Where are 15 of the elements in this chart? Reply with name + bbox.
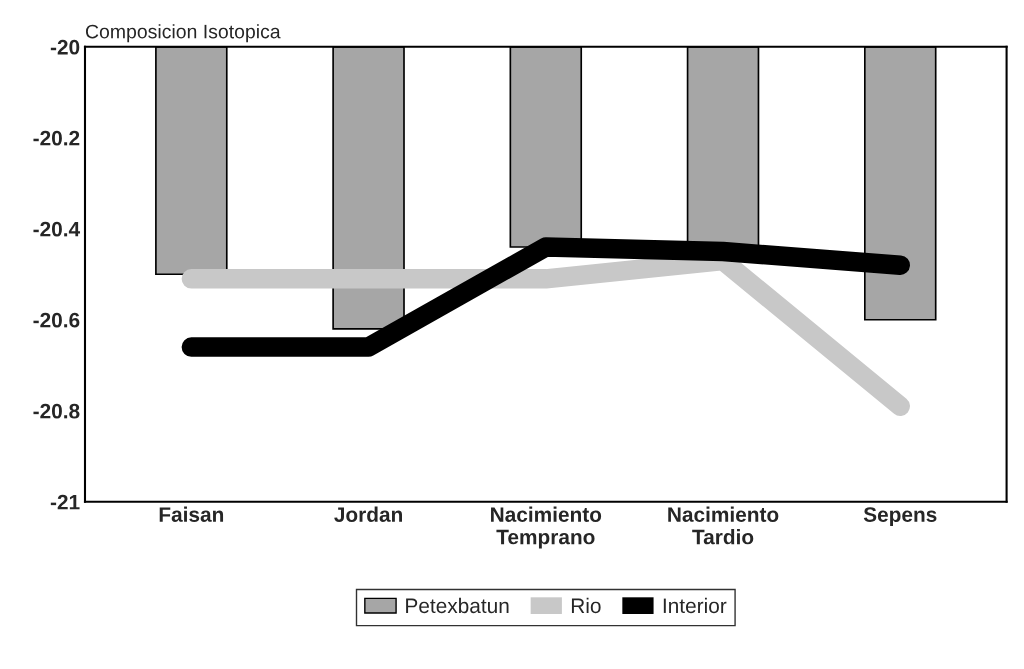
x-tick-label: Nacimiento Temprano [491, 506, 602, 549]
y-tick-label: -20 [50, 39, 80, 55]
x-tick-label: Jordan [334, 506, 402, 522]
y-tick-label: -20.2 [33, 130, 80, 146]
x-tick-label: Nacimiento Tardio [668, 506, 779, 545]
y-tick-label: -20.4 [33, 221, 81, 237]
y-axis-title: Composicion Isotopica [85, 24, 281, 43]
y-tick-label: -20.6 [33, 312, 80, 328]
y-tick-label: -21 [50, 494, 80, 510]
x-tick-label: Faisan [159, 506, 224, 522]
x-tick-label: Sepens [863, 507, 937, 527]
legend-label: Petexbatun [406, 597, 509, 614]
legend-label: Interior [663, 597, 727, 614]
legend-label: Rio [571, 597, 601, 614]
y-tick-label: -20.8 [33, 403, 80, 419]
